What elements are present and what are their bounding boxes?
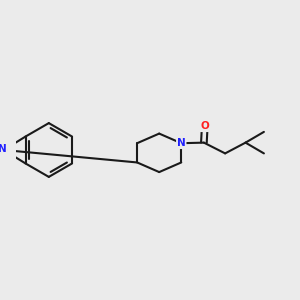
Text: O: O bbox=[0, 146, 7, 156]
Text: N: N bbox=[0, 144, 7, 154]
Text: N: N bbox=[177, 138, 186, 148]
Text: O: O bbox=[200, 121, 209, 131]
